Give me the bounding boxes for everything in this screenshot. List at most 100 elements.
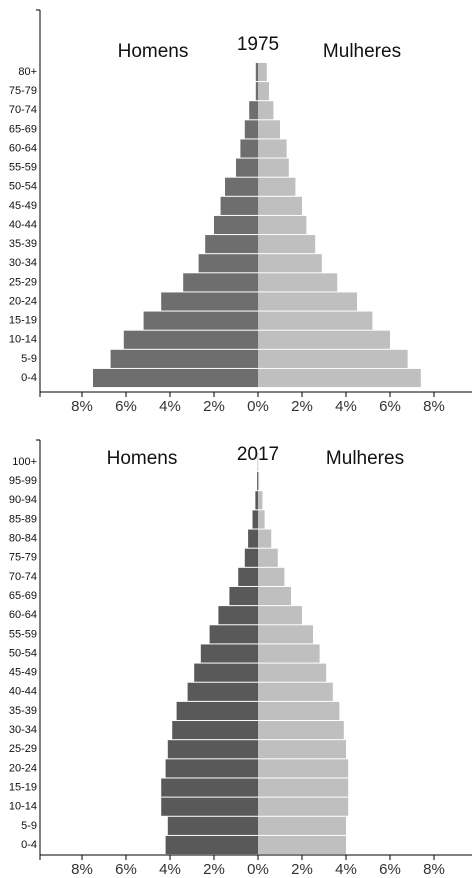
bar bbox=[258, 235, 316, 254]
bar bbox=[258, 273, 338, 292]
bar bbox=[258, 82, 269, 101]
y-tick-label: 55-59 bbox=[9, 162, 37, 174]
x-tick-label: 8% bbox=[71, 861, 93, 878]
x-tick-label: 6% bbox=[379, 861, 401, 878]
x-tick-label: 6% bbox=[379, 398, 401, 415]
x-tick-label: 8% bbox=[423, 398, 445, 415]
bar bbox=[258, 292, 357, 311]
bar bbox=[258, 682, 333, 701]
y-tick-label: 70-74 bbox=[9, 571, 37, 583]
y-tick-label: 45-49 bbox=[9, 667, 37, 679]
bar bbox=[258, 472, 260, 491]
bar bbox=[249, 101, 258, 120]
legend-label: Mulheres bbox=[323, 41, 401, 62]
bar bbox=[236, 158, 258, 177]
bar bbox=[258, 835, 346, 855]
bar bbox=[183, 273, 258, 292]
bar bbox=[258, 196, 302, 215]
bar bbox=[167, 816, 258, 835]
bar bbox=[161, 797, 258, 816]
y-tick-label: 10-14 bbox=[9, 801, 37, 813]
x-tick-label: 2% bbox=[291, 398, 313, 415]
y-tick-label: 50-54 bbox=[9, 181, 37, 193]
bar bbox=[258, 120, 280, 139]
bar bbox=[258, 158, 289, 177]
y-tick-label: 10-14 bbox=[9, 334, 37, 346]
bar bbox=[165, 759, 258, 778]
bar bbox=[194, 663, 258, 682]
bar bbox=[161, 292, 258, 311]
chart-title: 1975 bbox=[237, 34, 279, 55]
bar bbox=[200, 644, 258, 663]
bar bbox=[258, 625, 313, 644]
bar bbox=[198, 254, 258, 273]
x-tick-label: 2% bbox=[291, 861, 313, 878]
bar bbox=[258, 567, 285, 586]
bar bbox=[205, 235, 258, 254]
y-tick-label: 65-69 bbox=[9, 590, 37, 602]
y-tick-label: 45-49 bbox=[9, 200, 37, 212]
y-tick-label: 55-59 bbox=[9, 628, 37, 640]
bar bbox=[110, 349, 258, 368]
x-tick-label: 6% bbox=[115, 861, 137, 878]
bar bbox=[172, 721, 258, 740]
bar bbox=[252, 510, 258, 529]
x-tick-label: 4% bbox=[335, 861, 357, 878]
x-tick-label: 0% bbox=[247, 398, 269, 415]
bar bbox=[258, 816, 346, 835]
bar bbox=[220, 196, 258, 215]
x-tick-label: 2% bbox=[203, 861, 225, 878]
y-tick-label: 95-99 bbox=[9, 475, 37, 487]
y-tick-label: 20-24 bbox=[9, 295, 37, 307]
y-tick-label: 90-94 bbox=[9, 494, 37, 506]
bar bbox=[258, 797, 349, 816]
y-tick-label: 5-9 bbox=[21, 820, 37, 832]
legend-label: Homens bbox=[118, 41, 189, 62]
bar bbox=[258, 721, 344, 740]
bar bbox=[258, 510, 265, 529]
bar bbox=[255, 62, 258, 82]
bar bbox=[248, 529, 258, 548]
legend-label: Mulheres bbox=[326, 448, 404, 469]
y-tick-label: 30-34 bbox=[9, 257, 37, 269]
bar bbox=[258, 491, 263, 510]
bar bbox=[258, 330, 390, 349]
y-tick-label: 30-34 bbox=[9, 724, 37, 736]
y-tick-label: 40-44 bbox=[9, 686, 37, 698]
bar bbox=[257, 472, 258, 491]
bar bbox=[123, 330, 258, 349]
y-tick-label: 100+ bbox=[12, 456, 37, 468]
bar bbox=[244, 120, 258, 139]
bar bbox=[244, 548, 258, 567]
x-tick-label: 4% bbox=[159, 861, 181, 878]
bar bbox=[258, 215, 307, 235]
bar bbox=[258, 759, 349, 778]
x-tick-label: 4% bbox=[335, 398, 357, 415]
bar bbox=[258, 101, 274, 120]
bar bbox=[218, 606, 258, 625]
bar bbox=[176, 701, 258, 721]
legend-label: Homens bbox=[107, 448, 178, 469]
chart-title: 2017 bbox=[237, 444, 279, 465]
bar bbox=[161, 778, 258, 797]
bar bbox=[143, 311, 258, 330]
x-tick-label: 2% bbox=[203, 398, 225, 415]
bar bbox=[258, 548, 278, 567]
bar bbox=[255, 82, 258, 101]
bar bbox=[165, 835, 258, 855]
bar bbox=[258, 368, 421, 388]
bar bbox=[255, 491, 258, 510]
bar bbox=[225, 177, 258, 196]
y-tick-label: 70-74 bbox=[9, 104, 37, 116]
bar bbox=[258, 311, 373, 330]
bar bbox=[187, 682, 258, 701]
y-tick-label: 0-4 bbox=[21, 372, 37, 384]
bar bbox=[238, 567, 258, 586]
bar bbox=[209, 625, 258, 644]
bar bbox=[258, 139, 287, 158]
y-tick-label: 75-79 bbox=[9, 552, 37, 564]
bar bbox=[258, 177, 296, 196]
bar bbox=[258, 254, 322, 273]
y-tick-label: 60-64 bbox=[9, 609, 37, 621]
